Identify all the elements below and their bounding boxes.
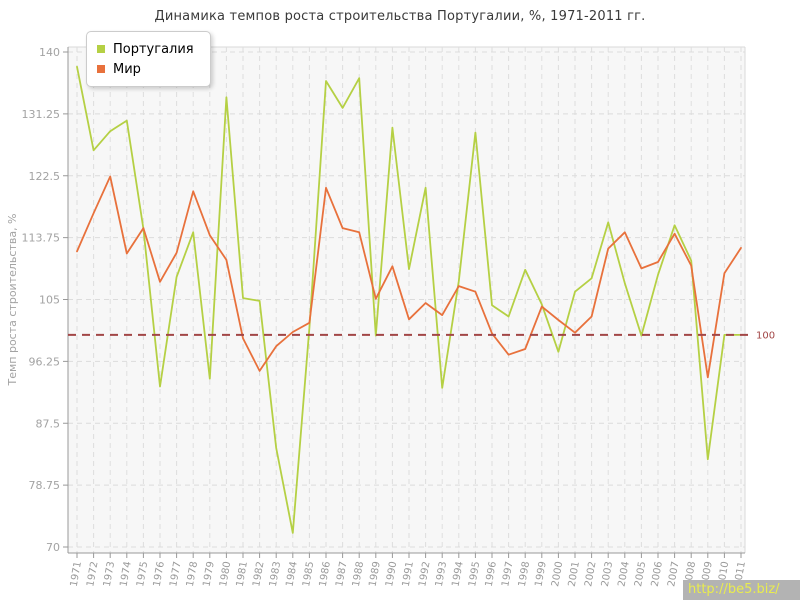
tick-label-x: 1980: [218, 561, 233, 588]
legend-swatch-icon: [97, 45, 105, 53]
tick-label-x: 1999: [534, 561, 549, 588]
tick-label-x: 1975: [135, 561, 150, 588]
tick-label-x: 1973: [102, 561, 117, 588]
tick-label-y: 105: [39, 294, 60, 307]
legend-label: Мир: [113, 61, 141, 77]
reference-line-label: 100: [756, 330, 775, 341]
tick-label-x: 1982: [251, 561, 266, 588]
tick-label-x: 1994: [451, 561, 466, 588]
legend-item-portugal: Португалия: [97, 39, 194, 59]
tick-label-x: 2001: [567, 561, 582, 588]
tick-label-x: 1988: [351, 561, 366, 588]
tick-label-y: 140: [39, 46, 60, 59]
tick-label-x: 2005: [633, 561, 648, 588]
tick-label-x: 1972: [85, 561, 100, 588]
watermark: http://be5.biz/: [683, 580, 800, 600]
tick-label-x: 1979: [202, 561, 217, 588]
tick-label-x: 1986: [318, 561, 333, 588]
tick-label-x: 2004: [617, 561, 632, 588]
y-axis-title: Темп роста строительства, %: [6, 213, 19, 386]
tick-label-x: 1977: [168, 561, 183, 588]
tick-label-x: 2003: [600, 561, 615, 588]
tick-label-y: 96.25: [29, 355, 61, 368]
legend-swatch-icon: [97, 65, 105, 73]
tick-label-x: 2002: [583, 561, 598, 588]
tick-label-y: 70: [46, 541, 60, 554]
tick-label-x: 1971: [69, 561, 84, 588]
tick-label-x: 1981: [235, 561, 250, 588]
series-line-world: [76, 175, 742, 379]
series-line-portugal: [76, 65, 742, 534]
tick-label-x: 1996: [484, 561, 499, 588]
legend: Португалия Мир: [86, 31, 211, 87]
tick-label-x: 1984: [285, 561, 300, 588]
legend-label: Португалия: [113, 41, 194, 57]
tick-label-x: 1987: [334, 561, 349, 588]
legend-item-world: Мир: [97, 59, 194, 79]
tick-label-x: 1983: [268, 561, 283, 588]
tick-label-x: 1990: [384, 561, 399, 588]
tick-label-x: 1989: [368, 561, 383, 588]
tick-label-y: 87.5: [36, 417, 61, 430]
tick-label-x: 1991: [401, 561, 416, 588]
tick-label-x: 2006: [650, 561, 665, 588]
tick-label-x: 1978: [185, 561, 200, 588]
tick-label-x: 1993: [434, 561, 449, 588]
tick-label-x: 1976: [152, 561, 167, 588]
tick-label-y: 131.25: [22, 108, 61, 121]
tick-label-y: 122.5: [29, 170, 61, 183]
tick-label-x: 2007: [666, 561, 681, 588]
tick-label-x: 1995: [467, 561, 482, 588]
tick-label-x: 2000: [550, 561, 565, 588]
tick-label-y: 78.75: [29, 479, 61, 492]
tick-label-x: 1997: [500, 561, 515, 588]
tick-label-x: 1974: [119, 561, 134, 588]
tick-label-y: 113.75: [22, 232, 61, 245]
tick-label-x: 1992: [417, 561, 432, 588]
tick-label-x: 1998: [517, 561, 532, 588]
chart-title: Динамика темпов роста строительства Порт…: [154, 9, 646, 24]
tick-label-x: 1985: [301, 561, 316, 588]
